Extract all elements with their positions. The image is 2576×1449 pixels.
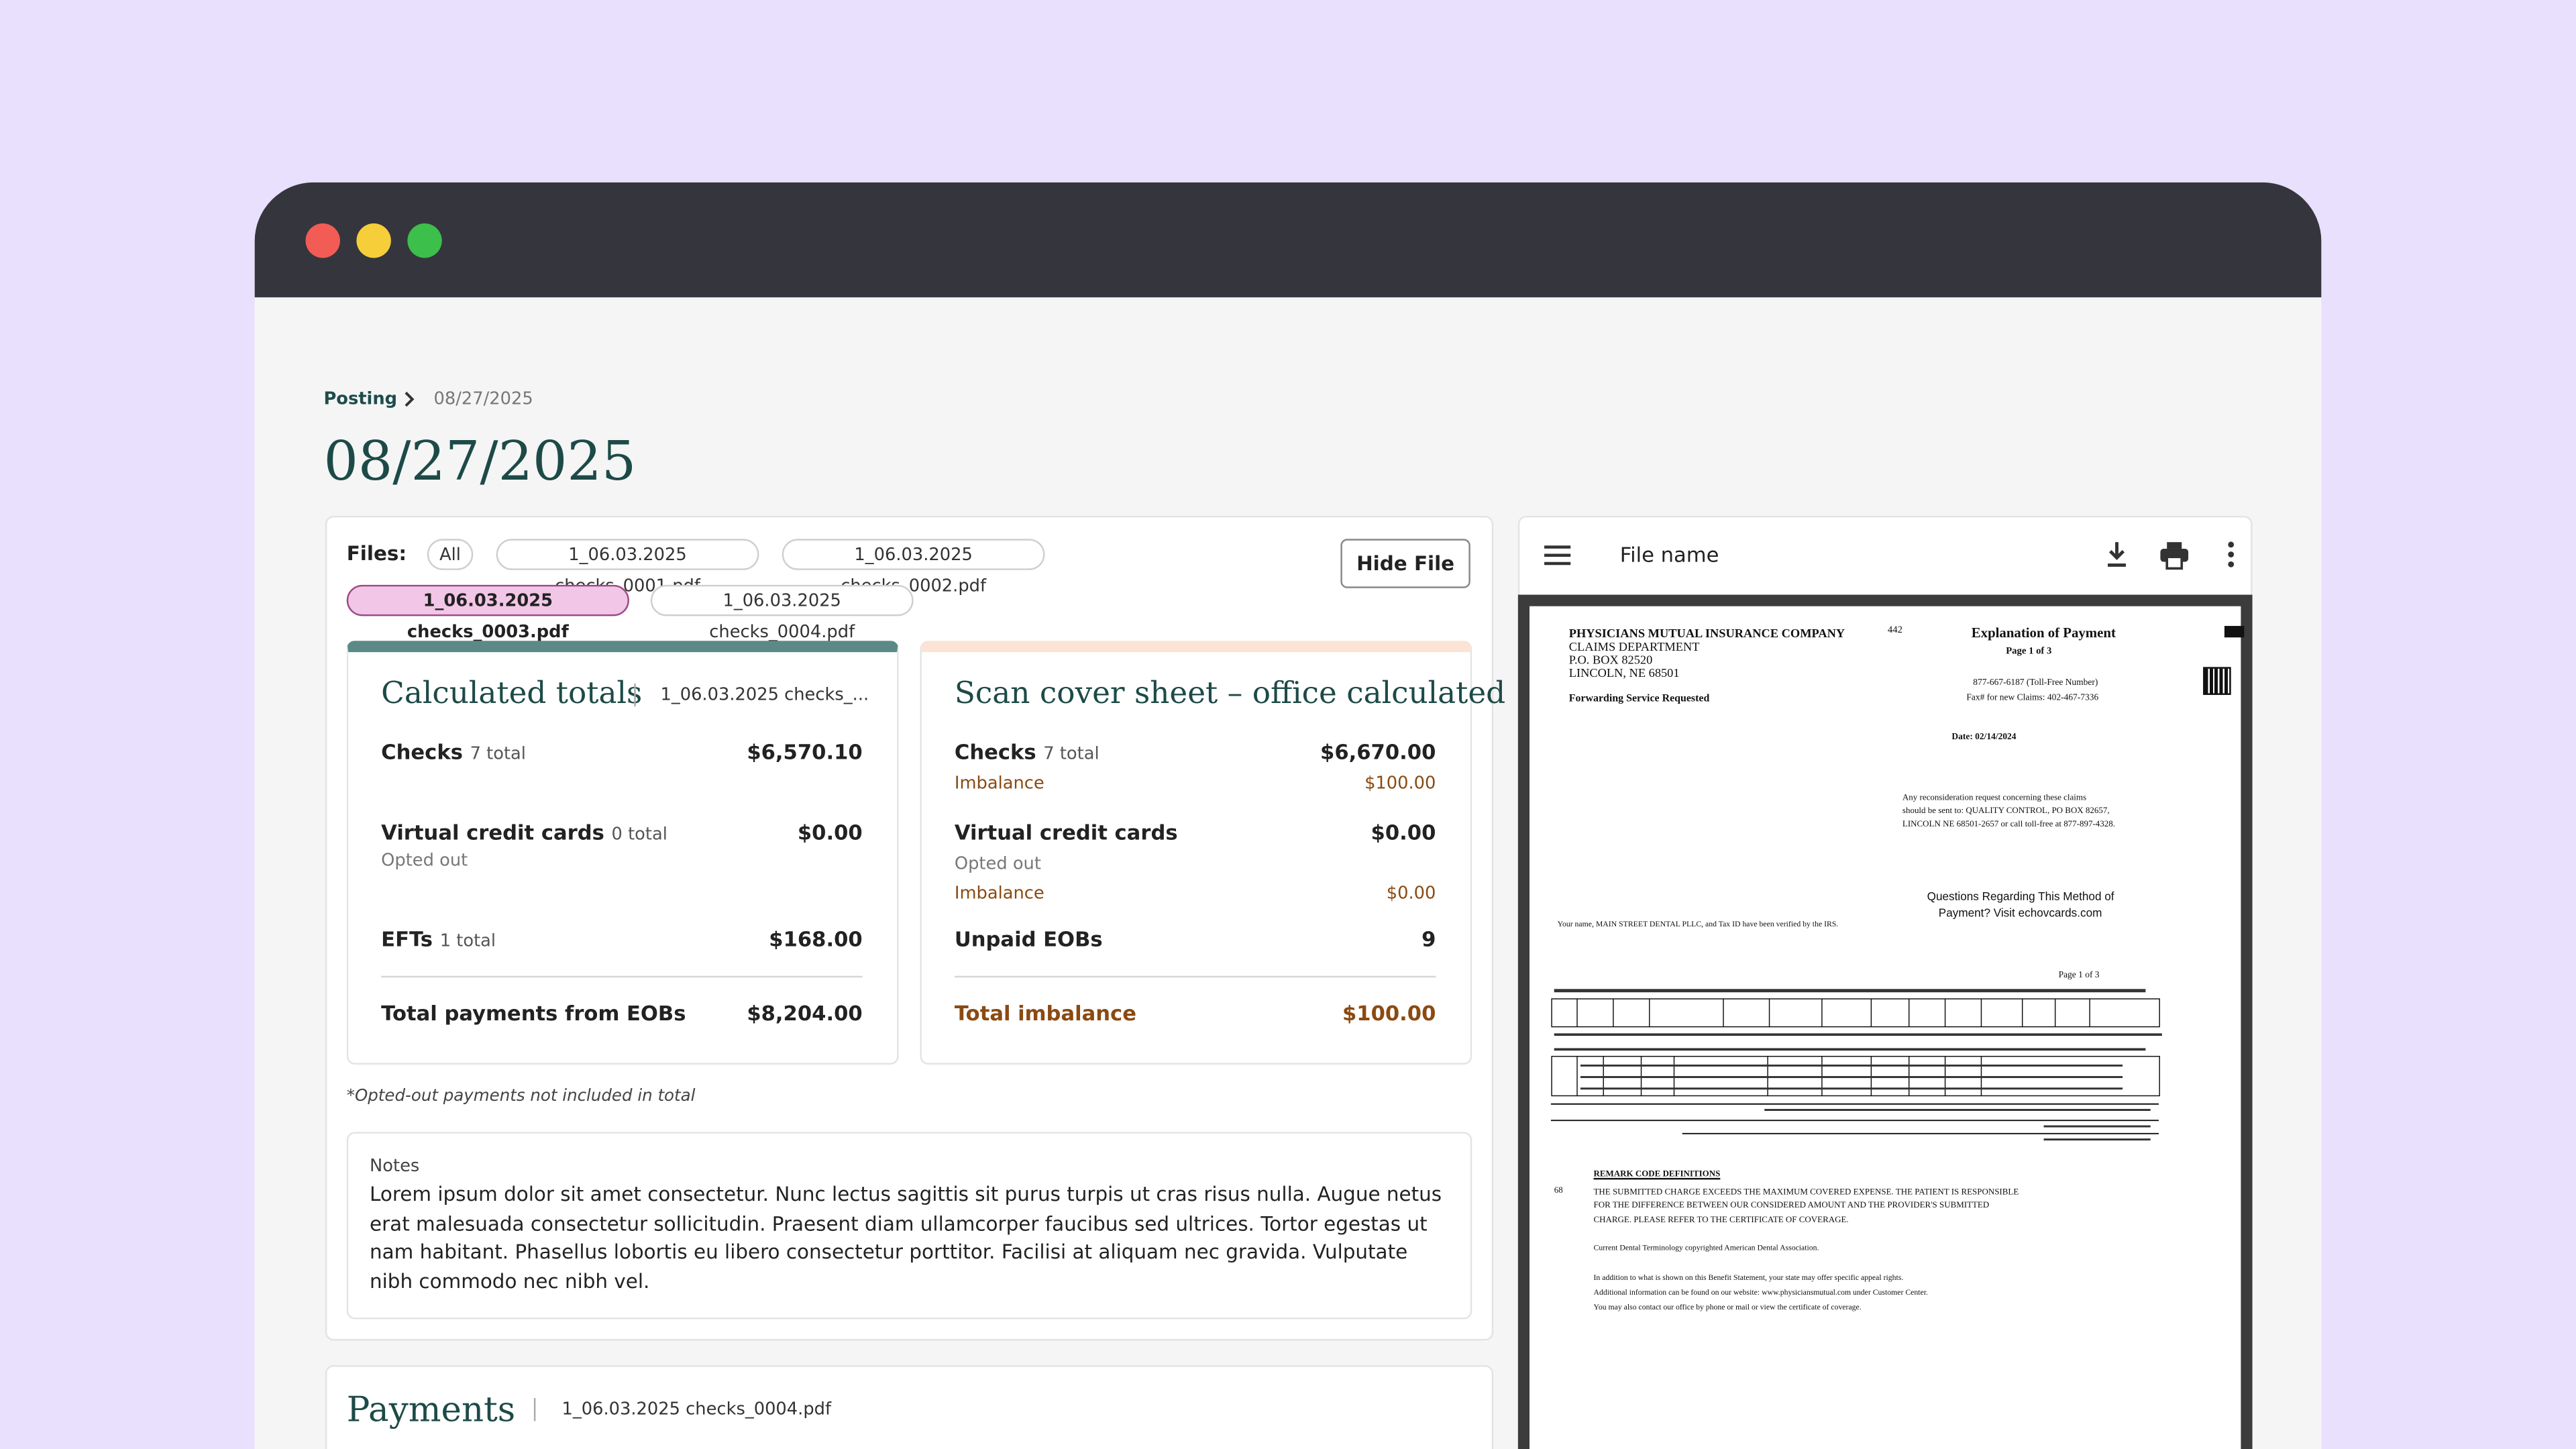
- pdf-text: Page 1 of 3: [2006, 647, 2052, 657]
- file-name: File name: [1619, 542, 1719, 567]
- pdf-text: In addition to what is shown on this Ben…: [1593, 1275, 1904, 1283]
- maximize-dot[interactable]: [407, 223, 442, 258]
- calculated-card: [346, 641, 899, 1065]
- pdf-qr: [2203, 667, 2231, 695]
- pdf-text: 442: [1887, 626, 1902, 636]
- pdf-text: Fax# for new Claims: 402-467-7336: [1966, 693, 2099, 704]
- pdf-text: CLAIMS DEPARTMENT: [1568, 639, 1700, 654]
- hide-file-button[interactable]: Hide File: [1340, 539, 1470, 588]
- card-title: Scan cover sheet – office calculated: [954, 676, 1506, 712]
- pdf-text: You may also contact our office by phone…: [1593, 1304, 1862, 1313]
- menu-icon[interactable]: [1543, 544, 1572, 567]
- label: EFTs: [381, 926, 433, 951]
- pdf-text: Page 1 of 3: [2058, 971, 2100, 981]
- row-label: Checks 7 total: [381, 739, 526, 767]
- pdf-text: Questions Regarding This Method of: [1927, 892, 2114, 904]
- pdf-text: Payment? Visit echovcards.com: [1938, 908, 2102, 920]
- pdf-text: Any reconsideration request concerning t…: [1902, 793, 2087, 804]
- pdf-text: LINCOLN NE 68501-2657 or call toll-free …: [1902, 820, 2115, 830]
- total-label: Total imbalance: [954, 1000, 1136, 1026]
- total-amount: $100.00: [1342, 1000, 1436, 1026]
- row-label: EFTs 1 total: [381, 926, 496, 955]
- pdf-text: REMARK CODE DEFINITIONS: [1593, 1169, 1721, 1180]
- pdf-text: PHYSICIANS MUTUAL INSURANCE COMPANY: [1568, 626, 1845, 641]
- total-amount: $8,204.00: [747, 1000, 863, 1026]
- imbalance-label: Imbalance: [954, 883, 1044, 904]
- row-label: Virtual credit cards: [954, 820, 1178, 845]
- card-title: Calculated totals: [381, 676, 643, 712]
- card-file: 1_06.03.2025 checks_...: [660, 685, 869, 705]
- pdf-text: FOR THE DIFFERENCE BETWEEN OUR CONSIDERE…: [1593, 1201, 1990, 1211]
- count: 7 total: [470, 744, 526, 764]
- pdf-text: 68: [1554, 1186, 1563, 1196]
- files-label: Files:: [346, 542, 407, 566]
- breadcrumb-chevron: [405, 391, 415, 407]
- imbalance-amount: $100.00: [1364, 773, 1436, 794]
- divider: [954, 975, 1436, 978]
- row-label: Unpaid EOBs: [954, 926, 1103, 951]
- row-amount: $0.00: [1371, 820, 1436, 845]
- payments-file: 1_06.03.2025 checks_0004.pdf: [561, 1399, 832, 1419]
- pdf-barcode: [2224, 626, 2245, 638]
- row-label: Virtual credit cards 0 total: [381, 820, 667, 848]
- close-dot[interactable]: [305, 223, 340, 258]
- pdf-text: Forwarding Service Requested: [1568, 693, 1710, 705]
- row-amount: $6,570.10: [747, 739, 863, 764]
- pdf-text: Your name, MAIN STREET DENTAL PLLC, and …: [1557, 921, 1839, 930]
- print-icon[interactable]: [2159, 541, 2190, 570]
- row-amount: $168.00: [769, 926, 863, 951]
- divider: [533, 1398, 536, 1421]
- file-chip[interactable]: 1_06.03.2025 checks_0004.pdf: [650, 584, 914, 643]
- pdf-text: LINCOLN, NE 68501: [1568, 665, 1680, 680]
- payments-panel: [325, 1365, 1494, 1449]
- file-chip[interactable]: 1_06.03.2025 checks_0002.pdf: [782, 539, 1045, 596]
- label: Checks: [954, 739, 1036, 764]
- row-label: Checks 7 total: [955, 739, 1099, 767]
- label: Checks: [381, 739, 463, 764]
- pdf-text: Explanation of Payment: [1971, 624, 2116, 641]
- file-chip[interactable]: 1_06.03.2025 checks_0001.pdf: [496, 539, 759, 596]
- pdf-text: should be sent to: QUALITY CONTROL, PO B…: [1902, 806, 2110, 817]
- imbalance-amount: $0.00: [1386, 883, 1436, 904]
- download-icon[interactable]: [2104, 541, 2129, 569]
- notes-box: [346, 1132, 1472, 1320]
- count: 1 total: [439, 931, 496, 951]
- pdf-text: P.O. BOX 82520: [1568, 652, 1653, 667]
- row-note: Opted out: [381, 851, 468, 871]
- row-amount: 9: [1421, 926, 1436, 951]
- pdf-text: Current Dental Terminology copyrighted A…: [1593, 1245, 1819, 1254]
- imbalance-label: Imbalance: [954, 773, 1044, 794]
- file-chip[interactable]: All: [427, 539, 474, 570]
- divider: [634, 683, 636, 707]
- label: Virtual credit cards: [381, 820, 604, 845]
- more-icon[interactable]: [2226, 541, 2236, 569]
- pdf-table: [1550, 989, 2162, 1141]
- row-note: Opted out: [954, 854, 1041, 874]
- page-title: 08/27/2025: [323, 429, 637, 493]
- row-amount: $6,670.00: [1320, 739, 1436, 764]
- breadcrumb-link[interactable]: Posting: [323, 389, 398, 409]
- pdf-text: Date: 02/14/2024: [1951, 733, 2017, 743]
- count: 0 total: [611, 824, 667, 845]
- pdf-text: 877-667-6187 (Toll-Free Number): [1973, 678, 2098, 689]
- scan-card: [920, 641, 1472, 1065]
- file-chip-selected[interactable]: 1_06.03.2025 checks_0003.pdf: [346, 584, 629, 643]
- pdf-page: [1529, 606, 2241, 1449]
- pdf-text: Additional information can be found on o…: [1593, 1289, 1928, 1298]
- notes-text: Lorem ipsum dolor sit amet consectetur. …: [370, 1183, 1442, 1293]
- divider: [381, 975, 863, 978]
- notes-label: Notes: [370, 1157, 420, 1177]
- count: 7 total: [1043, 744, 1099, 764]
- title-bar: [254, 182, 2322, 298]
- total-label: Total payments from EOBs: [381, 1000, 686, 1026]
- minimize-dot[interactable]: [356, 223, 391, 258]
- breadcrumb-current: 08/27/2025: [433, 389, 533, 409]
- footnote: *Opted-out payments not included in tota…: [346, 1087, 696, 1106]
- row-amount: $0.00: [797, 820, 863, 845]
- pdf-text: THE SUBMITTED CHARGE EXCEEDS THE MAXIMUM…: [1593, 1187, 2019, 1198]
- payments-title: Payments: [346, 1389, 516, 1430]
- pdf-text: CHARGE. PLEASE REFER TO THE CERTIFICATE …: [1593, 1216, 1849, 1226]
